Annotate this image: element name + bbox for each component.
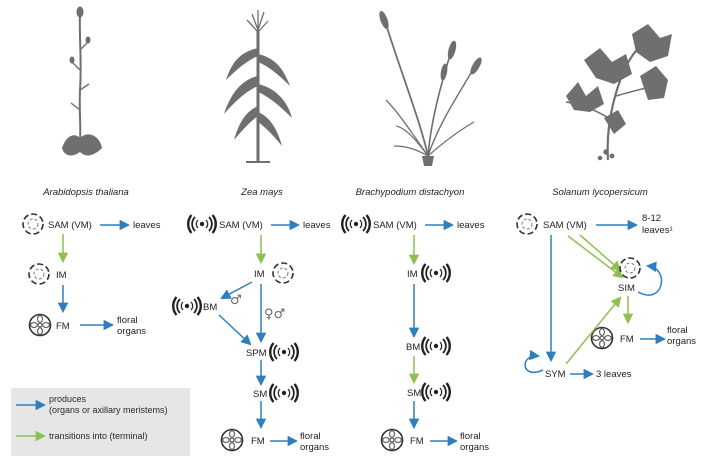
legend-produces-label: produces [49, 394, 87, 404]
radiating-meristem-icon [269, 341, 299, 363]
dashed-meristem-icon [272, 262, 294, 284]
solanum-organs-label: organs [667, 336, 696, 347]
floral-meristem-icon [380, 428, 404, 452]
brachypodium-leaves-label: leaves [457, 220, 485, 231]
dashed-meristem-icon [619, 257, 641, 279]
arabidopsis-pathway: SAM (VM) leaves IM FM floral organs [22, 213, 161, 337]
solanum-three-leaves-label: 3 leaves [596, 369, 632, 380]
species-label-brachypodium: Brachypodium distachyon [356, 187, 465, 198]
arabidopsis-plant-icon [62, 6, 102, 156]
solanum-pathway: SAM (VM) 8-12 leaves¹ SIM FM floral orga… [516, 213, 696, 380]
legend-produces-detail: (organs or axillary meristems) [49, 405, 168, 415]
solanum-arrow-sym-sim [565, 296, 622, 365]
dashed-meristem-icon [516, 213, 538, 235]
zea-spm-label: SPM [246, 348, 267, 359]
brachypodium-organs-label: organs [460, 442, 489, 453]
brachypodium-bm-label: BM [406, 342, 420, 353]
floral-meristem-icon [220, 428, 244, 452]
floral-meristem-icon [590, 326, 614, 350]
arabidopsis-fm-label: FM [56, 321, 70, 332]
dashed-meristem-icon [22, 213, 44, 235]
tomato-plant-icon [565, 24, 672, 161]
zea-organs-label: organs [300, 442, 329, 453]
zea-male-symbol: ♂ [230, 293, 242, 308]
radiating-meristem-icon [421, 381, 451, 403]
radiating-meristem-icon [172, 295, 202, 317]
solanum-arrow-sym-loop [524, 349, 544, 373]
zea-leaves-label: leaves [303, 220, 331, 231]
solanum-floral-label: floral [667, 325, 688, 336]
brachypodium-pathway: SAM (VM) leaves IM BM SM FM floral organ… [341, 213, 489, 453]
arabidopsis-im-label: IM [56, 270, 67, 281]
dashed-meristem-icon [28, 263, 50, 285]
solanum-arrow-sam-sim-green [579, 234, 622, 272]
zea-pathway: SAM (VM) leaves IM ♂ ♀♂ BM SPM SM FM flo… [172, 213, 331, 453]
zea-im-label: IM [254, 269, 265, 280]
legend-transitions-label: transitions into (terminal) [49, 431, 148, 441]
radiating-meristem-icon [421, 262, 451, 284]
zea-fm-label: FM [251, 436, 265, 447]
arabidopsis-floral-label: floral [117, 315, 138, 326]
species-label-solanum: Solanum lycopersicum [552, 187, 648, 198]
solanum-sam-label: SAM (VM) [543, 220, 587, 231]
species-label-arabidopsis: Arabidopsis thaliana [42, 187, 129, 198]
arabidopsis-leaves-label: leaves [133, 220, 161, 231]
zea-sam-label: SAM (VM) [219, 220, 263, 231]
zea-bm-label: BM [203, 302, 217, 313]
radiating-meristem-icon [341, 213, 371, 235]
species-label-zea: Zea mays [240, 187, 283, 198]
solanum-leaves-label: leaves¹ [642, 225, 673, 236]
zea-arrow-im-bm [220, 281, 253, 299]
solanum-arrow-sam-sim-green-2 [567, 235, 624, 279]
radiating-meristem-icon [187, 213, 217, 235]
arabidopsis-sam-label: SAM (VM) [48, 220, 92, 231]
zea-both-symbols: ♀♂ [264, 307, 285, 322]
brachypodium-im-label: IM [407, 269, 418, 280]
solanum-arrow-sim-loop [637, 261, 663, 296]
solanum-fm-label: FM [620, 334, 634, 345]
arabidopsis-organs-label: organs [117, 326, 146, 337]
brachypodium-plant-icon [379, 10, 482, 166]
solanum-sim-label: SIM [618, 283, 635, 294]
legend: produces (organs or axillary meristems) … [11, 388, 190, 456]
radiating-meristem-icon [421, 335, 451, 357]
zea-arrow-bm-spm [218, 314, 252, 346]
brachypodium-sm-label: SM [407, 388, 421, 399]
brachypodium-fm-label: FM [410, 436, 424, 447]
solanum-leaves-count-label: 8-12 [642, 213, 661, 224]
radiating-meristem-icon [269, 382, 299, 404]
floral-meristem-icon [28, 313, 52, 337]
solanum-sym-label: SYM [545, 369, 566, 380]
legend-box [11, 388, 190, 456]
zea-floral-label: floral [300, 431, 321, 442]
zea-sm-label: SM [253, 389, 267, 400]
brachypodium-sam-label: SAM (VM) [373, 220, 417, 231]
maize-plant-icon [224, 10, 292, 163]
brachypodium-floral-label: floral [460, 431, 481, 442]
